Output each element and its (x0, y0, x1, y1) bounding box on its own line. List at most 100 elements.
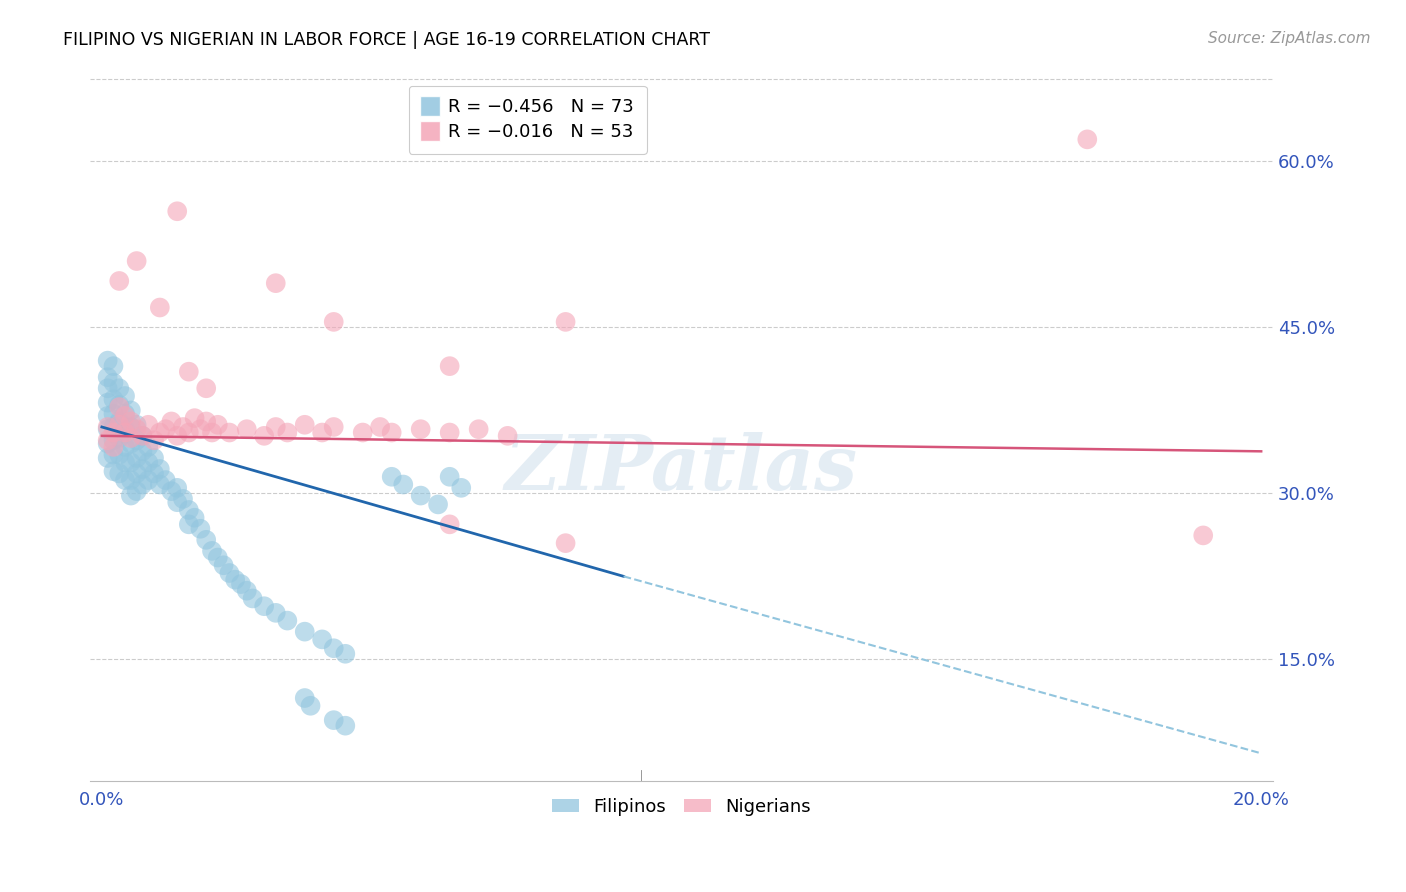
Point (114, 473, 136, 487)
Point (114, 389, 136, 403)
Point (131, 444, 153, 458)
Point (108, 417, 131, 432)
Point (299, 698, 322, 713)
Point (276, 425, 298, 440)
Point (97, 409, 120, 423)
Point (131, 429, 153, 443)
Point (103, 420, 125, 434)
Point (409, 422, 432, 436)
Point (439, 469, 461, 483)
Point (409, 489, 432, 503)
Point (224, 573, 246, 587)
Point (335, 719, 357, 733)
Point (450, 481, 472, 495)
Point (177, 425, 200, 440)
Point (195, 533, 218, 547)
Point (201, 425, 224, 440)
Point (311, 632, 333, 647)
Point (108, 431, 131, 445)
Point (114, 409, 136, 423)
Point (236, 583, 259, 598)
Point (160, 414, 183, 428)
Point (149, 425, 172, 440)
Point (97, 450, 120, 465)
Point (143, 434, 166, 448)
Point (97, 353, 120, 368)
Point (97, 434, 120, 448)
Point (114, 422, 136, 436)
Point (120, 414, 142, 428)
Point (136, 440, 159, 454)
Point (136, 417, 159, 432)
Point (103, 464, 125, 478)
Point (467, 422, 489, 436)
Point (195, 414, 218, 428)
Point (166, 481, 188, 495)
Point (264, 420, 287, 434)
Point (212, 558, 235, 573)
Point (155, 473, 177, 487)
Point (108, 414, 131, 428)
Point (352, 425, 374, 440)
Point (131, 462, 153, 476)
Point (114, 440, 136, 454)
Point (160, 484, 183, 499)
Point (131, 477, 153, 491)
Point (103, 359, 125, 373)
Point (114, 407, 136, 421)
Point (207, 550, 229, 565)
Point (172, 491, 194, 506)
Point (207, 417, 229, 432)
Point (381, 469, 404, 483)
Point (439, 425, 461, 440)
Point (103, 440, 125, 454)
Point (120, 473, 142, 487)
Point (120, 489, 142, 503)
Point (276, 614, 298, 628)
Point (143, 450, 166, 465)
Point (177, 517, 200, 532)
Point (368, 420, 391, 434)
Point (311, 425, 333, 440)
Point (253, 599, 276, 614)
Point (554, 536, 576, 550)
Point (108, 400, 131, 414)
Point (322, 315, 344, 329)
Point (392, 477, 415, 491)
Point (97, 395, 120, 409)
Point (1192, 528, 1215, 542)
Point (103, 407, 125, 421)
Text: ZIPatlas: ZIPatlas (505, 433, 858, 507)
Point (97, 436, 120, 450)
Point (427, 498, 450, 512)
Text: Source: ZipAtlas.com: Source: ZipAtlas.com (1208, 31, 1371, 46)
Point (103, 434, 125, 448)
Point (195, 381, 218, 395)
Point (120, 431, 142, 445)
Point (97, 381, 120, 395)
Point (335, 647, 357, 661)
Point (97, 370, 120, 384)
Point (143, 467, 166, 481)
Point (125, 254, 148, 268)
Point (177, 503, 200, 517)
Point (166, 204, 188, 219)
Point (114, 425, 136, 440)
Point (114, 455, 136, 469)
Point (136, 455, 159, 469)
Point (155, 422, 177, 436)
Point (554, 315, 576, 329)
Point (125, 484, 148, 499)
Point (97, 420, 120, 434)
Point (236, 422, 259, 436)
Point (183, 510, 205, 524)
Point (294, 624, 316, 639)
Point (294, 691, 316, 706)
Point (125, 467, 148, 481)
Point (183, 411, 205, 425)
Point (190, 522, 212, 536)
Point (218, 566, 240, 580)
Point (108, 467, 131, 481)
Point (120, 403, 142, 417)
Point (125, 450, 148, 465)
